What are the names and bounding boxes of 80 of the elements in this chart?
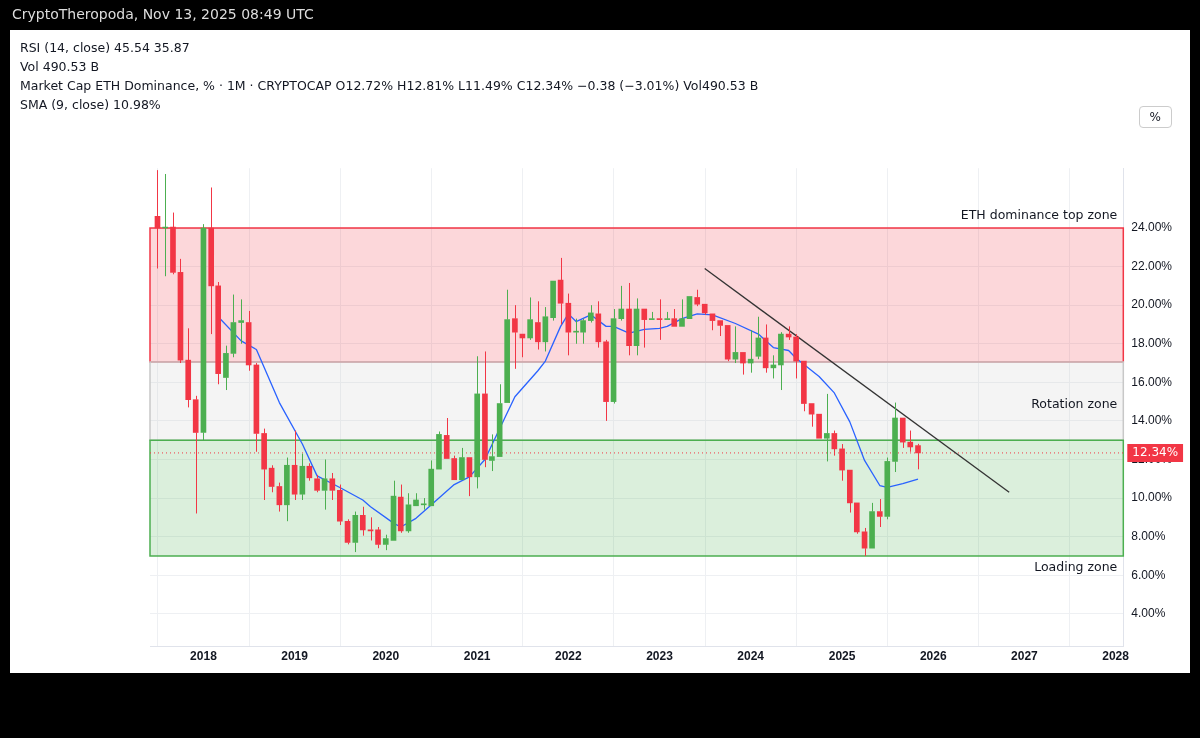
y-tick-label: 6.00% [1131,567,1166,582]
candlestick [550,280,556,322]
candlestick [648,311,655,320]
candlestick [664,311,671,320]
chart-title: CryptoTheropoda, Nov 13, 2025 08:49 UTC [12,6,314,22]
candlestick [329,472,336,501]
candlestick [535,300,541,351]
candlestick [587,304,594,324]
x-tick-label: 2027 [1011,649,1039,664]
candlestick [512,304,518,370]
candlestick [816,413,822,439]
candlestick [853,502,860,535]
band-label: Rotation zone [1031,396,1118,412]
candlestick [321,458,328,511]
candlestick [626,282,632,356]
candlestick [459,447,465,481]
candlestick [352,511,359,553]
candlestick [527,296,533,341]
y-tick-label: 16.00% [1131,374,1173,389]
candlestick [215,281,222,385]
x-tick-label: 2021 [463,649,491,664]
candlestick [375,526,381,549]
ref-line-label: 12.34% [1132,445,1179,460]
candlestick [694,289,701,307]
candlestick [671,308,678,327]
candlestick [740,352,746,376]
candlestick [656,298,663,341]
candlestick [869,502,875,549]
y-tick-label: 14.00% [1131,413,1173,428]
candlestick [793,333,799,379]
candlestick [261,428,267,501]
candlestick [482,350,488,468]
candlestick [504,289,510,403]
x-tick-label: 2022 [554,649,583,664]
candlestick [724,325,731,362]
y-axis-title: % [1138,106,1172,128]
x-tick-label: 2018 [190,649,218,664]
candlestick [618,285,625,322]
candlestick [778,331,784,391]
band-label: ETH dominance top zone [960,207,1118,222]
text: Market Cap ETH Dominance, % · 1M · CRYPTOCAP O12.72% H12.81% L11.49% C12.34% −0.38 (−3.01%) Vol490.53 B [20,77,759,95]
text: Vol 490.53 B [20,58,100,76]
candlestick [336,484,343,526]
candlestick [717,320,724,337]
x-tick-label: 2025 [828,649,856,664]
candlestick [284,457,290,522]
candlestick [861,527,868,557]
x-tick-label: 2026 [919,649,947,664]
y-tick-label: 22.00% [1131,258,1173,273]
x-tick-label: 2023 [646,649,674,664]
candlestick [185,327,192,408]
text: SMA (9, close) 10.98% [20,96,162,114]
candlestick [846,469,853,514]
candlestick [223,345,229,391]
x-tick-label: 2024 [737,649,765,664]
candlestick [701,303,708,316]
x-tick-label: 2020 [372,649,400,664]
candlestick [238,298,244,345]
candlestick [397,484,404,534]
y-tick-label: 10.00% [1131,490,1173,505]
y-tick-label: 20.00% [1131,297,1173,312]
candlestick [314,474,320,493]
y-tick-label: 4.00% [1131,606,1166,621]
text: RSI (14, close) 45.54 35.87 [20,39,191,57]
candlestick [899,417,906,449]
candlestick [679,298,685,327]
candlestick [641,308,648,349]
candlestick [876,498,883,528]
candlestick [595,300,602,349]
band-label: Loading zone [1034,559,1118,575]
candlestick [732,325,739,364]
x-tick-label: 2019 [281,649,309,664]
x-tick-label: 2028 [1102,649,1130,664]
candlestick [603,339,609,422]
y-tick-label: 18.00% [1131,336,1173,351]
candlestick [413,492,419,507]
candlestick [359,506,366,537]
y-tick-label: 24.00% [1131,220,1173,235]
candlestick [382,534,389,551]
y-tick-label: 8.00% [1131,528,1166,543]
